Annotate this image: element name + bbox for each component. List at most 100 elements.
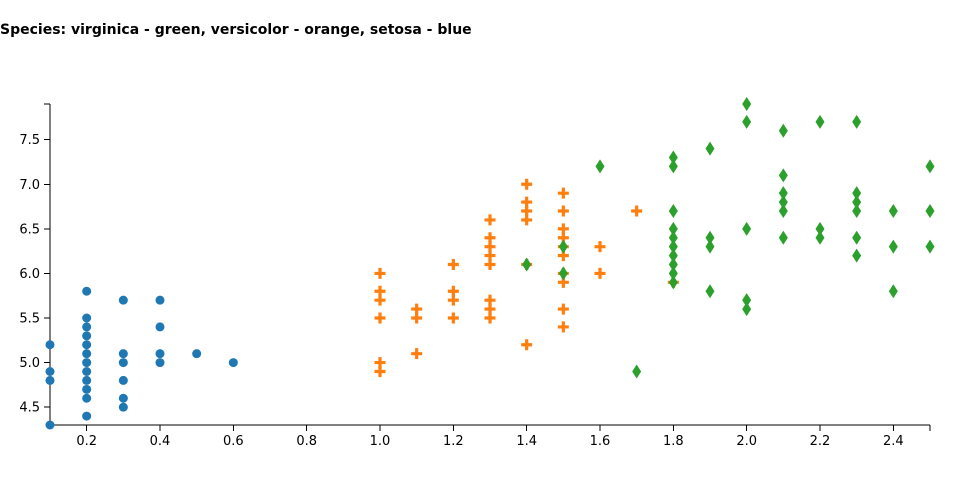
virginica-point xyxy=(668,266,678,281)
x-tick-label: 1.2 xyxy=(443,434,464,449)
setosa-point xyxy=(82,411,92,421)
setosa-point xyxy=(118,295,128,305)
virginica-point xyxy=(558,266,568,281)
versicolor-point xyxy=(484,241,496,253)
y-tick-label: 6.0 xyxy=(19,267,40,282)
virginica-point xyxy=(852,186,862,201)
virginica-point xyxy=(668,159,678,174)
versicolor-point xyxy=(557,250,569,262)
virginica-point xyxy=(925,159,935,174)
virginica-point xyxy=(668,239,678,254)
setosa-point xyxy=(82,340,92,350)
versicolor-point xyxy=(557,276,569,288)
virginica-point xyxy=(852,114,862,129)
virginica-point xyxy=(815,221,825,236)
y-tick-label: 5.5 xyxy=(19,312,40,327)
virginica-point xyxy=(668,230,678,245)
virginica-point xyxy=(778,230,788,245)
y-tick-label: 5.0 xyxy=(19,356,40,371)
virginica-point xyxy=(668,204,678,218)
versicolor-point xyxy=(411,303,423,315)
setosa-point xyxy=(118,402,128,412)
setosa-point xyxy=(82,375,92,385)
setosa-point xyxy=(118,358,128,368)
setosa-point xyxy=(82,286,92,296)
versicolor-series xyxy=(374,178,679,377)
setosa-point xyxy=(155,349,165,359)
x-tick-label: 0.2 xyxy=(76,434,97,449)
virginica-point xyxy=(925,204,935,218)
virginica-point xyxy=(742,293,752,308)
setosa-point xyxy=(155,322,165,332)
virginica-point xyxy=(778,123,788,138)
virginica-point xyxy=(888,204,898,218)
virginica-point xyxy=(742,221,752,236)
virginica-point xyxy=(852,195,862,210)
setosa-point xyxy=(118,375,128,385)
virginica-series xyxy=(522,97,935,379)
virginica-point xyxy=(668,257,678,272)
virginica-point xyxy=(668,150,678,165)
setosa-point xyxy=(82,349,92,359)
versicolor-point xyxy=(484,294,496,306)
versicolor-point xyxy=(557,232,569,244)
virginica-point xyxy=(705,230,715,245)
versicolor-point xyxy=(484,312,496,324)
y-tick-label: 4.5 xyxy=(19,401,40,416)
setosa-point xyxy=(82,384,92,394)
versicolor-point xyxy=(484,250,496,262)
virginica-point xyxy=(742,302,752,317)
setosa-point xyxy=(118,393,128,403)
versicolor-point xyxy=(447,285,459,297)
versicolor-point xyxy=(374,294,386,306)
versicolor-point xyxy=(374,312,386,324)
versicolor-point xyxy=(374,357,386,369)
versicolor-point xyxy=(484,214,496,226)
x-tick-label: 1.6 xyxy=(590,434,611,449)
x-tick-label: 2.2 xyxy=(810,434,831,449)
virginica-point xyxy=(705,141,715,156)
setosa-point xyxy=(155,295,165,305)
versicolor-point xyxy=(557,187,569,199)
versicolor-point xyxy=(557,303,569,315)
x-tick-label: 2.4 xyxy=(883,434,904,449)
setosa-point xyxy=(45,367,55,376)
versicolor-point xyxy=(521,339,533,351)
versicolor-point xyxy=(484,303,496,315)
x-tick-label: 1.4 xyxy=(516,434,537,449)
versicolor-point xyxy=(447,312,459,324)
versicolor-point xyxy=(411,312,423,324)
virginica-point xyxy=(522,257,532,272)
virginica-point xyxy=(558,239,568,254)
setosa-point xyxy=(192,349,202,359)
chart-title: Species: virginica - green, versicolor -… xyxy=(0,22,472,38)
setosa-point xyxy=(82,331,92,341)
virginica-point xyxy=(668,221,678,236)
versicolor-point xyxy=(631,205,643,217)
y-tick-label: 6.5 xyxy=(19,222,40,237)
setosa-point xyxy=(45,340,55,350)
y-tick-label: 7.0 xyxy=(19,178,40,193)
virginica-point xyxy=(742,114,752,129)
virginica-point xyxy=(742,97,752,111)
versicolor-point xyxy=(557,321,569,333)
setosa-point xyxy=(155,358,165,368)
x-tick-label: 1.0 xyxy=(370,434,391,449)
setosa-series xyxy=(45,286,238,430)
setosa-point xyxy=(82,358,92,368)
virginica-point xyxy=(595,159,605,174)
setosa-point xyxy=(82,322,92,332)
virginica-point xyxy=(668,248,678,263)
versicolor-point xyxy=(521,205,533,217)
setosa-point xyxy=(228,358,238,368)
setosa-point xyxy=(45,420,55,430)
versicolor-point xyxy=(557,223,569,235)
x-tick-label: 2.0 xyxy=(736,434,757,449)
setosa-point xyxy=(82,313,92,323)
versicolor-point xyxy=(374,285,386,297)
virginica-point xyxy=(852,248,862,263)
virginica-point xyxy=(778,186,788,201)
versicolor-point xyxy=(374,267,386,279)
versicolor-point xyxy=(521,214,533,226)
